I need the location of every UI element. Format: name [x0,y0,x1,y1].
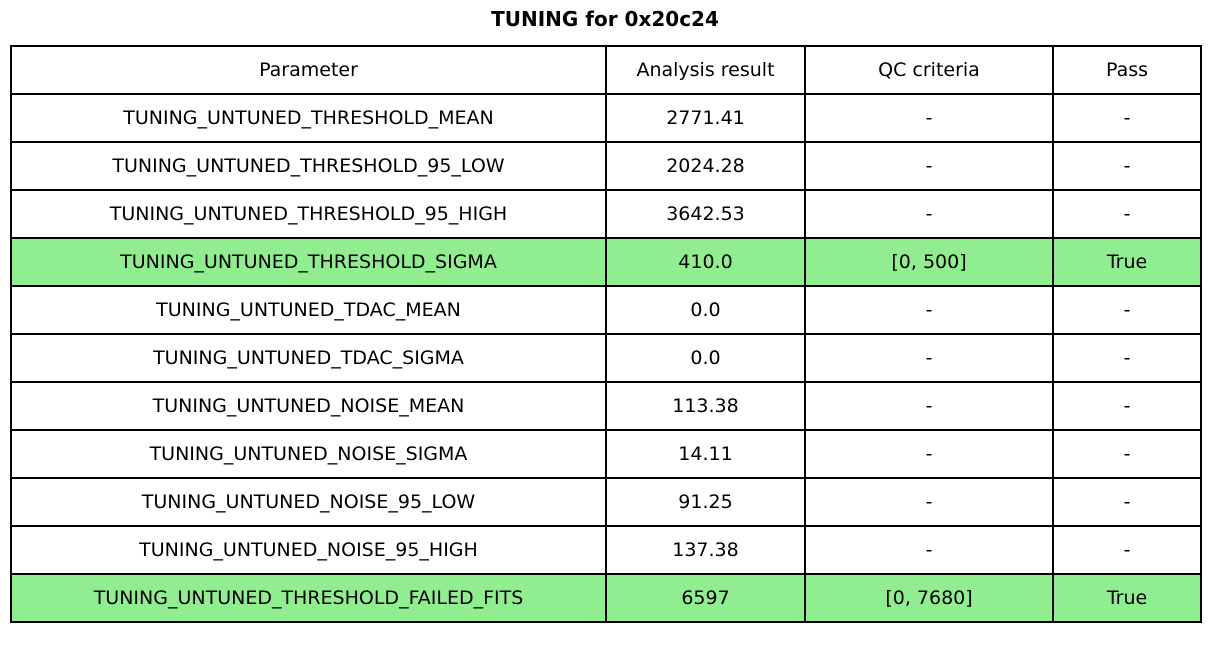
parameter-cell: TUNING_UNTUNED_THRESHOLD_95_HIGH [10,189,607,239]
parameter-cell: TUNING_UNTUNED_THRESHOLD_FAILED_FITS [10,573,607,623]
table-row: TUNING_UNTUNED_THRESHOLD_MEAN 2771.41 - … [10,93,1202,143]
parameter-cell: TUNING_UNTUNED_NOISE_MEAN [10,381,607,431]
header-row: Parameter Analysis result QC criteria Pa… [10,45,1202,95]
pass-cell: - [1052,189,1202,239]
table-body: TUNING_UNTUNED_THRESHOLD_MEAN 2771.41 - … [10,93,1202,623]
analysis-result-cell: 6597 [605,573,806,623]
analysis-result-cell: 2771.41 [605,93,806,143]
parameter-cell: TUNING_UNTUNED_TDAC_MEAN [10,285,607,335]
table-row: TUNING_UNTUNED_NOISE_95_HIGH 137.38 - - [10,525,1202,575]
analysis-result-cell: 3642.53 [605,189,806,239]
column-header-pass: Pass [1052,45,1202,95]
pass-cell: - [1052,477,1202,527]
table-row: TUNING_UNTUNED_THRESHOLD_95_HIGH 3642.53… [10,189,1202,239]
table-row: TUNING_UNTUNED_THRESHOLD_SIGMA 410.0 [0,… [10,237,1202,287]
analysis-result-cell: 2024.28 [605,141,806,191]
qc-criteria-cell: [0, 500] [804,237,1054,287]
table-row: TUNING_UNTUNED_NOISE_MEAN 113.38 - - [10,381,1202,431]
qc-criteria-cell: - [804,477,1054,527]
analysis-result-cell: 113.38 [605,381,806,431]
analysis-result-cell: 91.25 [605,477,806,527]
table-header: Parameter Analysis result QC criteria Pa… [10,45,1202,95]
parameter-cell: TUNING_UNTUNED_THRESHOLD_SIGMA [10,237,607,287]
analysis-result-cell: 0.0 [605,285,806,335]
table-row: TUNING_UNTUNED_NOISE_95_LOW 91.25 - - [10,477,1202,527]
column-header-parameter: Parameter [10,45,607,95]
table-row: TUNING_UNTUNED_THRESHOLD_FAILED_FITS 659… [10,573,1202,623]
pass-cell: - [1052,525,1202,575]
pass-cell: True [1052,573,1202,623]
pass-cell: - [1052,333,1202,383]
qc-table: Parameter Analysis result QC criteria Pa… [10,45,1202,623]
qc-criteria-cell: - [804,189,1054,239]
qc-criteria-cell: - [804,429,1054,479]
analysis-result-cell: 410.0 [605,237,806,287]
column-header-analysis-result: Analysis result [605,45,806,95]
qc-criteria-cell: - [804,93,1054,143]
analysis-result-cell: 137.38 [605,525,806,575]
parameter-cell: TUNING_UNTUNED_THRESHOLD_MEAN [10,93,607,143]
table-row: TUNING_UNTUNED_TDAC_SIGMA 0.0 - - [10,333,1202,383]
table-row: TUNING_UNTUNED_TDAC_MEAN 0.0 - - [10,285,1202,335]
analysis-result-cell: 0.0 [605,333,806,383]
qc-criteria-cell: - [804,333,1054,383]
table-row: TUNING_UNTUNED_NOISE_SIGMA 14.11 - - [10,429,1202,479]
qc-criteria-cell: - [804,381,1054,431]
parameter-cell: TUNING_UNTUNED_NOISE_95_LOW [10,477,607,527]
qc-criteria-cell: - [804,141,1054,191]
pass-cell: - [1052,381,1202,431]
parameter-cell: TUNING_UNTUNED_THRESHOLD_95_LOW [10,141,607,191]
parameter-cell: TUNING_UNTUNED_NOISE_SIGMA [10,429,607,479]
parameter-cell: TUNING_UNTUNED_NOISE_95_HIGH [10,525,607,575]
pass-cell: - [1052,285,1202,335]
column-header-qc-criteria: QC criteria [804,45,1054,95]
pass-cell: - [1052,141,1202,191]
qc-criteria-cell: - [804,285,1054,335]
parameter-cell: TUNING_UNTUNED_TDAC_SIGMA [10,333,607,383]
qc-criteria-cell: [0, 7680] [804,573,1054,623]
page-title: TUNING for 0x20c24 [491,7,719,31]
analysis-result-cell: 14.11 [605,429,806,479]
table-row: TUNING_UNTUNED_THRESHOLD_95_LOW 2024.28 … [10,141,1202,191]
pass-cell: - [1052,93,1202,143]
pass-cell: - [1052,429,1202,479]
qc-criteria-cell: - [804,525,1054,575]
pass-cell: True [1052,237,1202,287]
